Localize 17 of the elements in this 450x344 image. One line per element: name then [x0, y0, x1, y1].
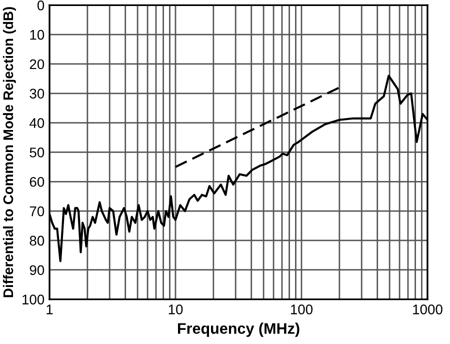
y-tick-label: 90 — [30, 265, 44, 276]
y-tick-label: 70 — [30, 206, 44, 216]
y-tick-label: 20 — [30, 59, 44, 70]
x-tick-label: 100 — [290, 304, 313, 314]
x-tick-label: 1 — [46, 304, 53, 314]
y-tick-label: 10 — [30, 30, 44, 40]
y-tick-label: 60 — [30, 176, 44, 187]
y-tick-label: 80 — [30, 236, 44, 246]
y-tick-label: 0 — [37, 0, 44, 10]
x-axis-title: Frequency (MHz) — [178, 322, 300, 337]
y-axis-title: Differential to Common Mode Rejection (dB) — [2, 7, 16, 298]
x-tick-label: 10 — [168, 304, 183, 314]
y-tick-label: 30 — [30, 88, 44, 99]
y-tick-label: 100 — [22, 294, 44, 304]
y-tick-label: 40 — [30, 118, 44, 128]
x-tick-label: 1000 — [413, 304, 442, 314]
y-tick-label: 50 — [30, 148, 44, 158]
